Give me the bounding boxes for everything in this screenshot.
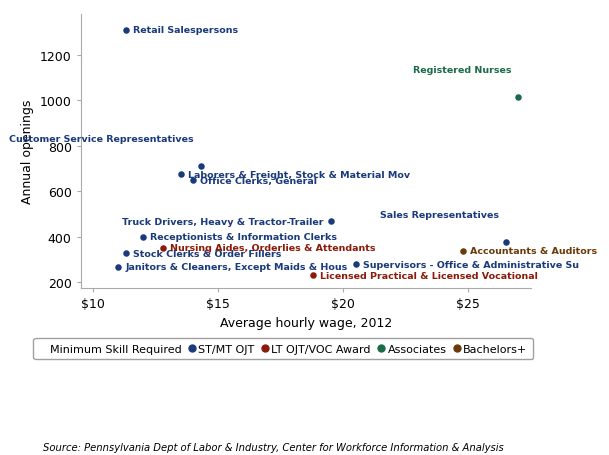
Point — [176, 171, 186, 178]
Point — [501, 238, 510, 246]
Point — [121, 250, 130, 257]
Text: Receptionists & Information Clerks: Receptionists & Information Clerks — [150, 233, 337, 242]
Legend: Minimum Skill Required, ST/MT OJT, LT OJT/VOC Award, Associates, Bachelors+: Minimum Skill Required, ST/MT OJT, LT OJ… — [33, 338, 533, 359]
Text: Registered Nurses: Registered Nurses — [413, 66, 512, 75]
Point — [138, 234, 148, 241]
Text: Licensed Practical & Licensed Vocational: Licensed Practical & Licensed Vocational — [320, 271, 538, 280]
Text: Retail Salespersons: Retail Salespersons — [133, 26, 238, 35]
Point — [196, 163, 206, 171]
Text: Source: Pennsylvania Dept of Labor & Industry, Center for Workforce Information : Source: Pennsylvania Dept of Labor & Ind… — [43, 442, 504, 452]
Point — [513, 94, 523, 101]
Point — [308, 272, 318, 279]
Point — [121, 27, 130, 35]
Point — [351, 261, 361, 268]
Text: Truck Drivers, Heavy & Tractor-Trailer: Truck Drivers, Heavy & Tractor-Trailer — [122, 217, 324, 226]
Text: Customer Service Representatives: Customer Service Representatives — [9, 135, 194, 144]
Point — [188, 177, 198, 185]
Point — [459, 248, 468, 255]
Text: Nursing Aides, Orderlies & Attendants: Nursing Aides, Orderlies & Attendants — [170, 244, 376, 253]
X-axis label: Average hourly wage, 2012: Average hourly wage, 2012 — [220, 316, 392, 329]
Text: Sales Representatives: Sales Representatives — [380, 210, 499, 219]
Text: Supervisors - Office & Administrative Su: Supervisors - Office & Administrative Su — [363, 260, 579, 269]
Text: Stock Clerks & Order Fillers: Stock Clerks & Order Fillers — [133, 249, 281, 258]
Text: Office Clerks, General: Office Clerks, General — [200, 177, 317, 186]
Point — [113, 263, 123, 271]
Point — [326, 218, 336, 226]
Text: Laborers & Freight, Stock & Material Mov: Laborers & Freight, Stock & Material Mov — [188, 170, 410, 179]
Y-axis label: Annual openings: Annual openings — [21, 100, 34, 204]
Text: Janitors & Cleaners, Except Maids & Hous: Janitors & Cleaners, Except Maids & Hous — [125, 263, 347, 272]
Point — [158, 244, 168, 252]
Text: Accountants & Auditors: Accountants & Auditors — [470, 247, 597, 256]
